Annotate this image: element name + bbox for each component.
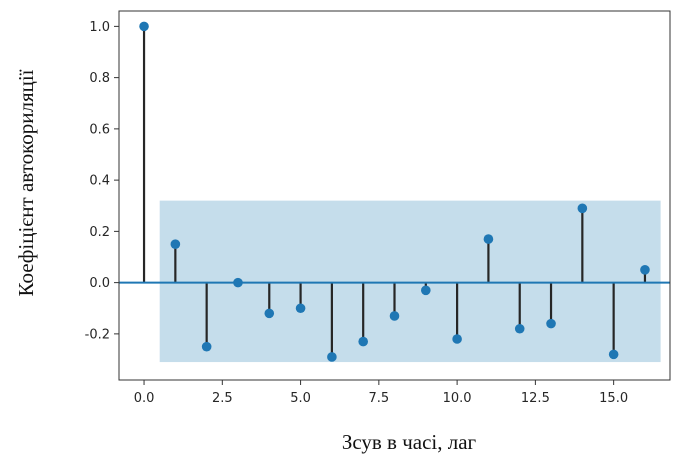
x-tick-label: 10.0: [443, 391, 472, 406]
y-tick-label: -0.2: [85, 327, 110, 342]
y-tick-label: 1.0: [89, 20, 110, 35]
marker-lag-16: [640, 265, 650, 275]
y-tick-label: 0.0: [89, 276, 110, 291]
y-tick-label: 0.4: [89, 174, 110, 189]
x-axis-label: Зсув в часі, лаг: [342, 430, 477, 454]
marker-lag-0: [139, 21, 149, 32]
x-tick-label: 2.5: [212, 391, 233, 406]
y-tick-label: 0.2: [89, 225, 110, 240]
marker-lag-4: [264, 308, 275, 319]
x-tick-label: 5.0: [290, 391, 311, 406]
marker-lag-12: [514, 323, 525, 334]
y-tick-label: 0.8: [89, 71, 110, 86]
marker-lag-1: [170, 239, 181, 249]
y-tick-label: 0.6: [89, 122, 110, 137]
y-axis-label: Коефіцієнт автокориляції: [14, 69, 38, 296]
x-tick-label: 7.5: [369, 391, 390, 406]
marker-lag-7: [358, 336, 368, 347]
x-axis-ticks: 0.0 2.5 5.0 7.5 10.0 12.5 15.0: [134, 380, 628, 406]
marker-lag-14: [577, 203, 588, 214]
markers-group: [139, 21, 650, 362]
marker-lag-3: [233, 277, 243, 288]
stems-group: [142, 26, 647, 357]
marker-lag-6: [327, 352, 337, 362]
marker-lag-15: [608, 349, 619, 360]
marker-lag-11: [483, 234, 494, 244]
x-tick-label: 15.0: [599, 391, 628, 406]
marker-lag-13: [546, 318, 556, 329]
marker-lag-5: [295, 303, 306, 314]
marker-lag-8: [389, 311, 400, 321]
x-tick-label: 0.0: [134, 391, 155, 406]
x-tick-label: 12.5: [521, 391, 550, 406]
confidence-band: [159, 200, 661, 363]
marker-lag-9: [421, 285, 431, 296]
marker-lag-2: [201, 341, 212, 352]
y-axis-ticks: -0.2 0.0 0.2 0.4 0.6 0.8 1.0: [85, 20, 119, 342]
marker-lag-10: [452, 334, 462, 344]
plot-frame: [118, 10, 671, 381]
